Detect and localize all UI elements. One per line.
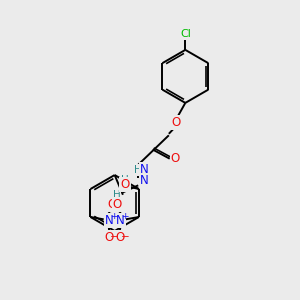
Text: H: H bbox=[121, 175, 129, 184]
Text: N: N bbox=[140, 163, 148, 176]
Text: H: H bbox=[112, 190, 120, 200]
Text: +: + bbox=[121, 212, 129, 221]
Text: O: O bbox=[171, 116, 180, 129]
Text: Cl: Cl bbox=[180, 29, 191, 39]
Text: H: H bbox=[134, 165, 142, 175]
Text: −: − bbox=[110, 232, 119, 242]
Text: O: O bbox=[120, 178, 130, 191]
Text: N: N bbox=[140, 173, 148, 187]
Text: O: O bbox=[104, 231, 114, 244]
Text: −: − bbox=[121, 232, 130, 242]
Text: O: O bbox=[112, 198, 122, 211]
Text: O: O bbox=[116, 231, 125, 244]
Text: N: N bbox=[116, 214, 125, 227]
Text: O: O bbox=[171, 152, 180, 165]
Text: N: N bbox=[105, 214, 113, 227]
Text: +: + bbox=[110, 212, 118, 221]
Text: O: O bbox=[107, 198, 117, 211]
